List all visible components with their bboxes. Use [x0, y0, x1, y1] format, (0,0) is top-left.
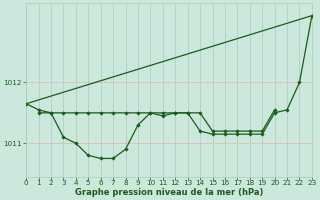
- X-axis label: Graphe pression niveau de la mer (hPa): Graphe pression niveau de la mer (hPa): [75, 188, 263, 197]
